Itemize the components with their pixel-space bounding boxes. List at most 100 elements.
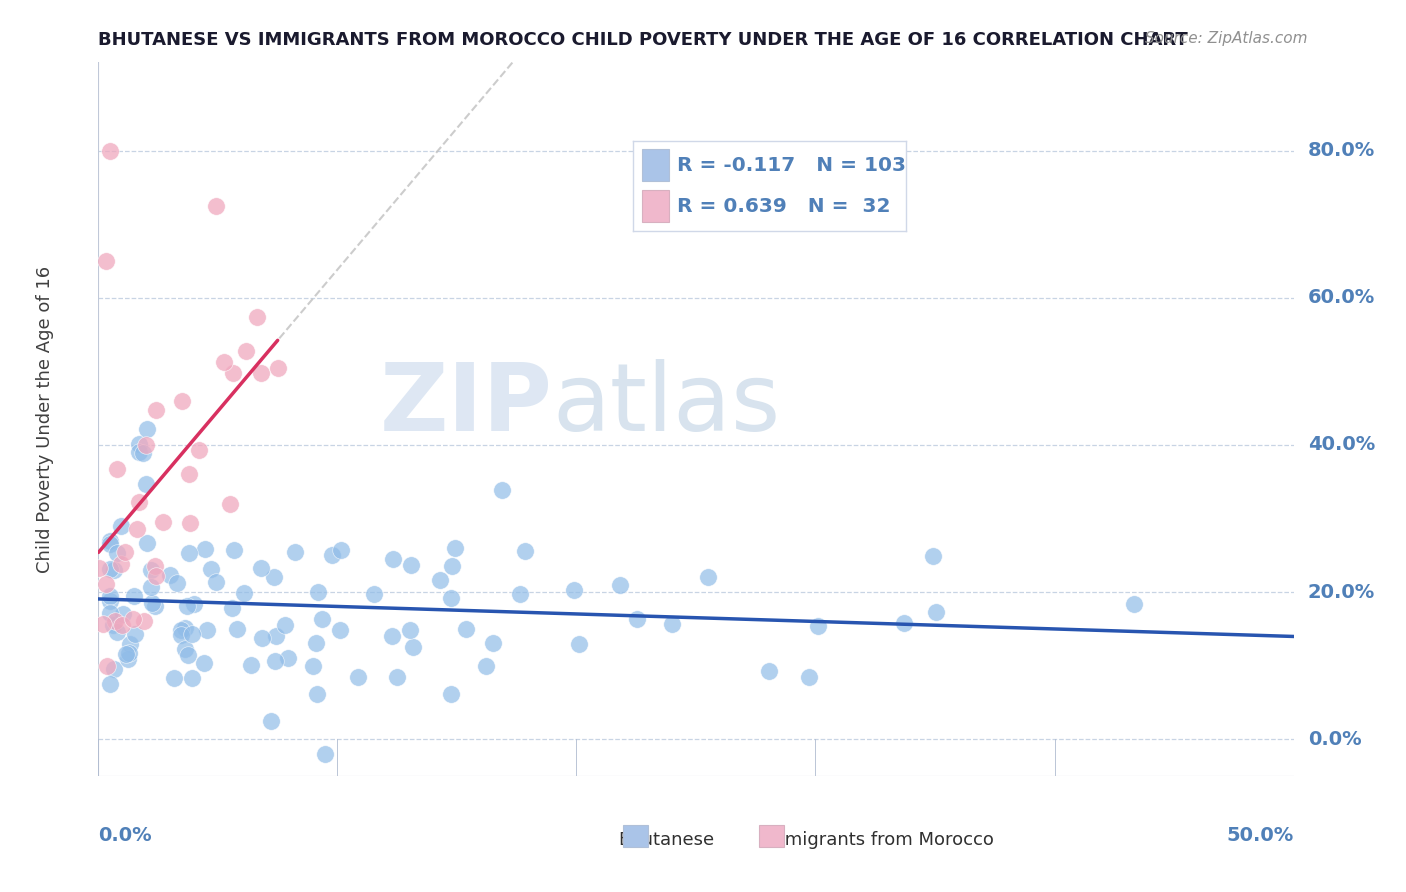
Point: [454, 622, 477, 636]
Point: [89, 561, 111, 575]
Text: BHUTANESE VS IMMIGRANTS FROM MOROCCO CHILD POVERTY UNDER THE AGE OF 16 CORRELATI: BHUTANESE VS IMMIGRANTS FROM MOROCCO CHI…: [98, 31, 1188, 49]
Point: [98, 534, 122, 549]
Text: 20.0%: 20.0%: [1308, 582, 1375, 601]
Point: [98, 677, 122, 691]
Text: Child Poverty Under the Age of 16: Child Poverty Under the Age of 16: [35, 266, 53, 573]
Point: [758, 664, 780, 678]
Point: [98, 607, 122, 621]
Point: [474, 659, 496, 673]
Point: [305, 636, 328, 650]
Point: [177, 648, 200, 662]
Point: [250, 631, 273, 645]
Point: [264, 655, 287, 669]
Point: [274, 618, 297, 632]
Point: [263, 570, 285, 584]
Point: [114, 544, 136, 558]
Point: [661, 617, 683, 632]
Point: [226, 623, 249, 637]
Point: [284, 545, 307, 559]
Point: [444, 541, 467, 556]
Point: [105, 545, 128, 559]
Point: [105, 461, 128, 475]
Point: [172, 393, 194, 408]
Point: [132, 614, 155, 628]
Point: [91, 617, 114, 632]
Point: [98, 593, 122, 607]
Point: [246, 310, 269, 325]
Point: [219, 497, 242, 511]
Point: [98, 589, 122, 603]
Point: [181, 627, 204, 641]
Point: [105, 625, 128, 640]
Point: [96, 658, 118, 673]
Point: [205, 575, 228, 590]
Point: [98, 144, 122, 158]
Point: [440, 687, 463, 701]
Point: [200, 562, 222, 576]
Text: R = 0.639   N =  32: R = 0.639 N = 32: [678, 196, 890, 216]
Point: [562, 583, 585, 598]
Point: [118, 637, 141, 651]
Point: [114, 647, 136, 661]
Text: 0.0%: 0.0%: [98, 826, 152, 845]
Text: atlas: atlas: [553, 359, 780, 451]
Point: [124, 590, 146, 604]
Point: [124, 627, 146, 641]
Point: [626, 612, 648, 626]
Point: [94, 576, 117, 591]
Point: [145, 569, 167, 583]
Point: [139, 562, 162, 576]
Text: Immigrants from Morocco: Immigrants from Morocco: [762, 831, 994, 849]
Point: [179, 516, 201, 530]
Point: [166, 576, 188, 591]
Point: [925, 606, 948, 620]
Point: [491, 483, 513, 497]
Point: [177, 546, 200, 560]
Point: [132, 446, 155, 460]
Text: 0.0%: 0.0%: [1308, 730, 1361, 748]
Point: [163, 671, 186, 685]
Point: [118, 646, 141, 660]
Point: [98, 536, 122, 550]
Point: [402, 640, 425, 654]
Point: [509, 586, 531, 600]
Point: [128, 445, 150, 459]
Point: [170, 628, 193, 642]
Point: [305, 688, 328, 702]
Point: [321, 548, 343, 562]
Point: [311, 611, 333, 625]
Point: [302, 659, 325, 673]
Point: [482, 636, 505, 650]
Point: [152, 515, 174, 529]
Point: [176, 599, 198, 614]
Point: [135, 422, 157, 436]
Point: [381, 629, 404, 643]
Point: [128, 437, 150, 451]
Point: [314, 747, 336, 762]
Point: [141, 581, 163, 595]
Point: [222, 366, 245, 380]
Point: [101, 617, 124, 632]
Text: 60.0%: 60.0%: [1308, 288, 1375, 308]
Point: [103, 563, 125, 577]
Point: [260, 714, 283, 728]
Point: [127, 522, 149, 536]
Point: [103, 662, 125, 676]
Point: [193, 541, 215, 556]
Point: [399, 623, 422, 637]
Point: [98, 561, 122, 575]
Point: [696, 570, 718, 584]
Point: [122, 612, 145, 626]
Point: [799, 671, 821, 685]
Point: [807, 618, 830, 632]
Point: [110, 558, 132, 572]
Point: [264, 629, 287, 643]
Point: [187, 442, 209, 457]
Point: [381, 552, 404, 566]
Point: [174, 642, 197, 657]
Point: [267, 361, 290, 376]
Text: 80.0%: 80.0%: [1308, 141, 1375, 161]
Text: Bhutanese: Bhutanese: [619, 831, 714, 849]
Point: [143, 558, 166, 573]
Point: [111, 607, 134, 621]
